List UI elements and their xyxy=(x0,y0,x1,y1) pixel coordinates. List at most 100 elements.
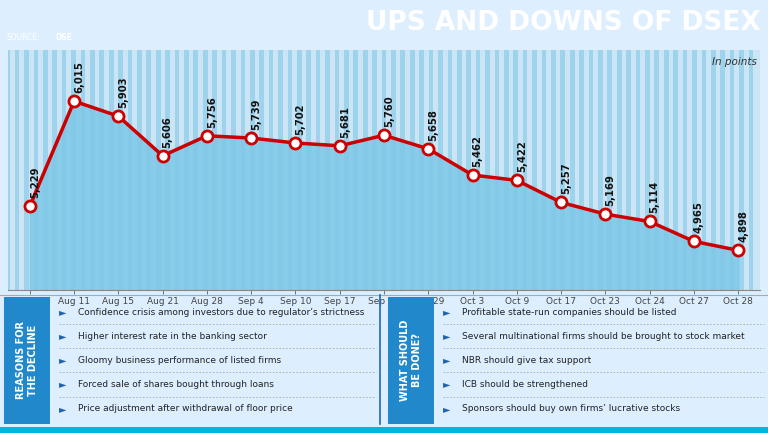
Text: ►: ► xyxy=(443,379,451,389)
Bar xyxy=(739,50,744,290)
Text: ICB should be strengthened: ICB should be strengthened xyxy=(462,380,588,389)
Bar xyxy=(231,50,236,290)
Text: ►: ► xyxy=(443,332,451,342)
Bar xyxy=(513,50,518,290)
Bar xyxy=(269,50,273,290)
Text: ►: ► xyxy=(443,404,451,414)
Bar xyxy=(730,50,734,290)
Bar xyxy=(617,50,621,290)
Bar xyxy=(0,427,768,433)
Bar xyxy=(570,50,574,290)
Text: ►: ► xyxy=(59,404,67,414)
Text: REASONS FOR
THE DECLINE: REASONS FOR THE DECLINE xyxy=(15,321,38,400)
Text: 5,169: 5,169 xyxy=(605,174,615,206)
Text: 5,606: 5,606 xyxy=(163,116,173,148)
Text: 4,965: 4,965 xyxy=(694,201,704,233)
Bar xyxy=(212,50,217,290)
Bar xyxy=(250,50,255,290)
Bar xyxy=(410,50,415,290)
Bar xyxy=(109,50,114,290)
Bar xyxy=(222,50,227,290)
Bar xyxy=(400,50,406,290)
Text: 5,756: 5,756 xyxy=(207,96,217,128)
Text: Forced sale of shares bought through loans: Forced sale of shares bought through loa… xyxy=(78,380,274,389)
Text: 5,702: 5,702 xyxy=(296,103,306,135)
Text: 5,462: 5,462 xyxy=(472,135,482,167)
Bar xyxy=(607,50,612,290)
Text: In points: In points xyxy=(712,57,756,67)
Bar xyxy=(127,50,132,290)
Bar xyxy=(52,50,57,290)
Text: 4,898: 4,898 xyxy=(738,210,748,242)
Bar xyxy=(664,50,669,290)
Bar xyxy=(701,50,707,290)
Bar xyxy=(353,50,358,290)
Bar xyxy=(15,50,19,290)
Bar xyxy=(43,50,48,290)
Bar xyxy=(240,50,245,290)
Bar xyxy=(485,50,490,290)
Bar xyxy=(448,50,452,290)
Bar xyxy=(551,50,556,290)
Text: 5,229: 5,229 xyxy=(30,167,40,198)
Bar xyxy=(71,50,76,290)
Bar xyxy=(495,50,499,290)
Bar xyxy=(165,50,170,290)
Bar xyxy=(466,50,471,290)
Text: Sponsors should buy own firms’ lucrative stocks: Sponsors should buy own firms’ lucrative… xyxy=(462,404,680,413)
Text: ►: ► xyxy=(59,355,67,365)
Bar xyxy=(61,50,67,290)
Bar xyxy=(523,50,528,290)
Bar xyxy=(683,50,687,290)
Bar xyxy=(194,50,198,290)
Text: SOURCE:: SOURCE: xyxy=(6,33,40,42)
Bar xyxy=(362,50,368,290)
Bar xyxy=(654,50,659,290)
Bar xyxy=(532,50,537,290)
Bar xyxy=(118,50,123,290)
Bar xyxy=(99,50,104,290)
Bar xyxy=(579,50,584,290)
Bar xyxy=(4,297,50,424)
Text: Gloomy business performance of listed firms: Gloomy business performance of listed fi… xyxy=(78,355,281,365)
Bar xyxy=(137,50,142,290)
Bar xyxy=(344,50,349,290)
Text: 5,114: 5,114 xyxy=(650,181,660,213)
Bar xyxy=(419,50,424,290)
Bar xyxy=(260,50,264,290)
Text: ►: ► xyxy=(59,379,67,389)
Bar xyxy=(588,50,594,290)
Text: 5,257: 5,257 xyxy=(561,163,571,194)
Bar xyxy=(504,50,508,290)
Bar xyxy=(674,50,678,290)
Bar xyxy=(34,50,38,290)
Text: ►: ► xyxy=(443,307,451,317)
Bar xyxy=(24,50,29,290)
Text: Profitable state-run companies should be listed: Profitable state-run companies should be… xyxy=(462,308,677,317)
Text: Higher interest rate in the banking sector: Higher interest rate in the banking sect… xyxy=(78,332,267,341)
Bar xyxy=(711,50,716,290)
Bar xyxy=(203,50,207,290)
Text: UPS AND DOWNS OF DSEX: UPS AND DOWNS OF DSEX xyxy=(366,10,760,36)
Bar xyxy=(645,50,650,290)
Bar xyxy=(720,50,725,290)
Bar xyxy=(90,50,94,290)
Bar xyxy=(438,50,443,290)
Text: 5,760: 5,760 xyxy=(384,96,394,127)
Text: Confidence crisis among investors due to regulator’s strictness: Confidence crisis among investors due to… xyxy=(78,308,365,317)
Bar xyxy=(287,50,293,290)
Bar xyxy=(561,50,565,290)
Text: ►: ► xyxy=(59,332,67,342)
Text: 5,422: 5,422 xyxy=(517,141,527,172)
Text: Several multinational firms should be brought to stock market: Several multinational firms should be br… xyxy=(462,332,745,341)
Bar xyxy=(174,50,180,290)
Bar xyxy=(325,50,330,290)
Bar xyxy=(184,50,189,290)
Bar xyxy=(81,50,85,290)
Text: 6,015: 6,015 xyxy=(74,61,84,93)
Bar xyxy=(391,50,396,290)
Bar xyxy=(335,50,339,290)
Bar xyxy=(636,50,641,290)
Bar xyxy=(316,50,320,290)
Text: ►: ► xyxy=(59,307,67,317)
